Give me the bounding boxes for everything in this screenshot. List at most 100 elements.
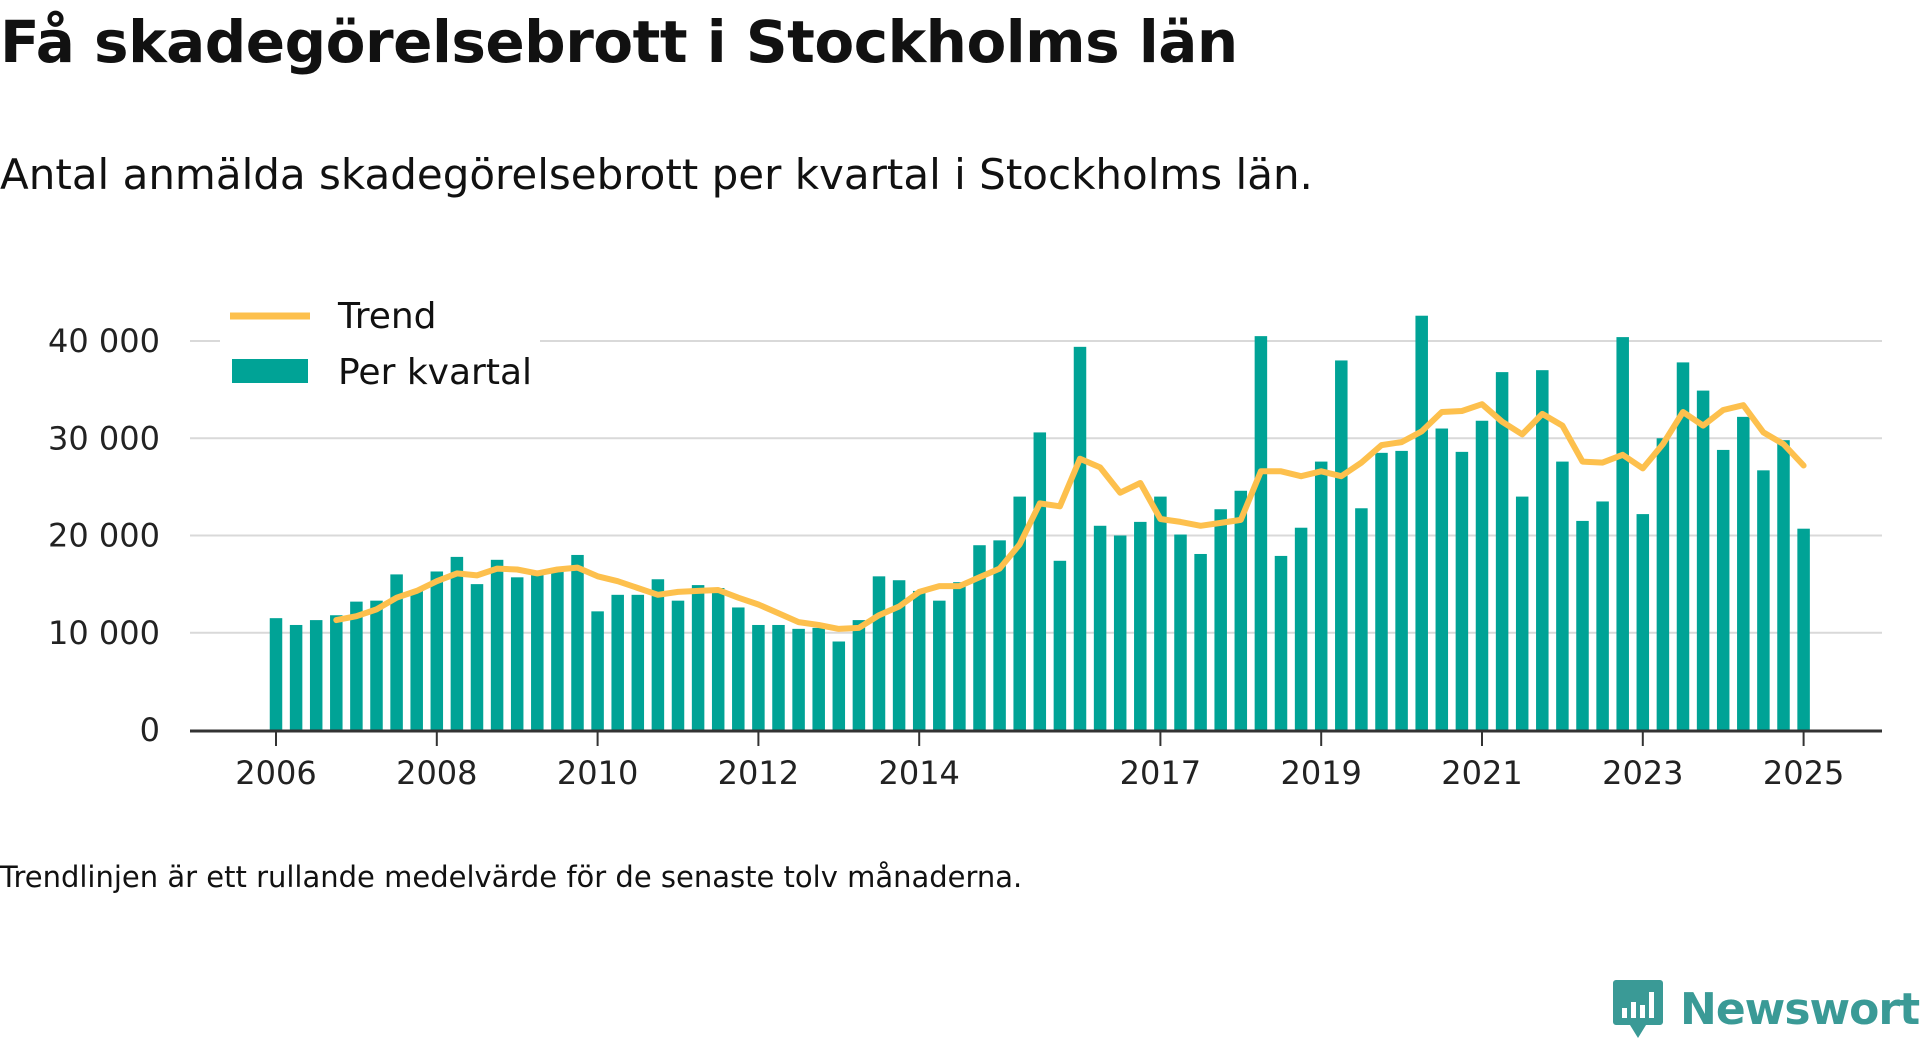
bar — [711, 588, 725, 730]
bar — [1355, 508, 1368, 730]
x-tick-label: 2017 — [1120, 754, 1201, 792]
bar — [350, 601, 363, 730]
y-tick-label: 10 000 — [48, 614, 160, 652]
brand-name: Newsworthy — [1680, 983, 1920, 1035]
bar — [1556, 461, 1569, 730]
bar — [490, 559, 504, 730]
bar — [470, 584, 484, 730]
trend-line — [333, 401, 1807, 632]
bar — [1475, 420, 1489, 730]
bar — [269, 618, 283, 730]
bar — [571, 554, 584, 730]
x-axis-ticks: 2006 2008 2010 2012 2014 2017 2019 2021 2023 2025 — [235, 732, 1844, 792]
bar — [1536, 370, 1549, 730]
x-tick-label: 2021 — [1441, 754, 1522, 792]
bar — [1013, 496, 1026, 730]
bar — [1154, 496, 1167, 730]
bar — [671, 600, 685, 730]
legend-trend-label: Trend — [337, 296, 437, 337]
bar — [792, 628, 805, 730]
bar — [289, 624, 303, 730]
y-tick-label: 30 000 — [48, 419, 160, 457]
bar — [1053, 560, 1067, 730]
bar — [1757, 470, 1770, 730]
bar — [531, 574, 544, 730]
bar — [370, 600, 383, 730]
bar — [691, 585, 705, 730]
chart-title: Få skadegörelsebrott i Stockholms län — [0, 8, 1238, 76]
bar — [1113, 535, 1127, 730]
bar — [1214, 509, 1227, 730]
bar — [510, 577, 524, 730]
bar-series-per-kvartal — [269, 315, 1810, 730]
bar — [993, 540, 1006, 730]
bar — [1515, 496, 1529, 730]
bar — [1777, 440, 1790, 730]
bar — [1073, 346, 1087, 730]
x-tick-label: 2008 — [396, 754, 477, 792]
bar — [732, 607, 745, 730]
bar — [1435, 428, 1449, 730]
x-tick-label: 2025 — [1763, 754, 1844, 792]
legend-bars-swatch — [232, 359, 308, 383]
bar — [309, 620, 323, 730]
bar — [1415, 315, 1428, 730]
bar — [1636, 514, 1650, 730]
bar — [1455, 451, 1469, 730]
bar — [1797, 528, 1810, 730]
legend-bars-label: Per kvartal — [338, 352, 532, 393]
bar — [390, 574, 403, 730]
bar — [933, 600, 946, 730]
bar — [1676, 362, 1690, 730]
bar — [611, 594, 624, 730]
bar — [912, 590, 926, 730]
bar — [892, 580, 906, 730]
bar — [772, 624, 785, 730]
x-tick-label: 2019 — [1280, 754, 1361, 792]
bar — [852, 620, 866, 730]
bar — [1616, 337, 1629, 730]
bar — [430, 571, 444, 730]
bar — [1375, 452, 1388, 730]
bar — [1656, 438, 1670, 730]
bar — [832, 641, 846, 730]
bar — [1576, 520, 1589, 730]
bar — [1737, 416, 1750, 730]
bar — [973, 545, 986, 730]
bar — [812, 627, 825, 730]
bar — [651, 579, 665, 730]
bar — [1174, 534, 1187, 730]
bar — [591, 611, 604, 730]
bar — [872, 576, 886, 730]
bar — [752, 624, 765, 730]
chart-legend: Trend Per kvartal — [220, 296, 540, 416]
bar — [1234, 490, 1248, 730]
bar — [1314, 461, 1328, 730]
y-tick-label: 0 — [140, 711, 160, 749]
x-tick-label: 2012 — [718, 754, 799, 792]
y-tick-label: 20 000 — [48, 517, 160, 555]
bar — [1395, 450, 1408, 730]
bar — [1194, 553, 1207, 730]
bar — [450, 556, 464, 730]
bar — [1134, 521, 1147, 730]
bar — [631, 594, 645, 730]
bar — [1093, 525, 1107, 730]
x-tick-label: 2006 — [235, 754, 316, 792]
bar — [1254, 336, 1268, 730]
bar — [1335, 360, 1348, 730]
newsworthy-logo-icon — [1613, 980, 1663, 1038]
bar — [1033, 432, 1047, 730]
chart-footnote: Trendlinjen är ett rullande medelvärde f… — [0, 860, 1023, 894]
y-axis-ticks: 0 10 000 20 000 30 000 40 000 — [48, 322, 160, 749]
bar — [1716, 449, 1730, 730]
y-tick-label: 40 000 — [48, 322, 160, 360]
x-tick-label: 2023 — [1602, 754, 1683, 792]
brand-logo: Newsworthy — [1612, 978, 1920, 1040]
line-series-trend — [333, 401, 1807, 632]
bar — [1696, 390, 1710, 730]
bar — [1274, 555, 1288, 730]
x-tick-label: 2014 — [878, 754, 959, 792]
bar — [1294, 527, 1308, 730]
